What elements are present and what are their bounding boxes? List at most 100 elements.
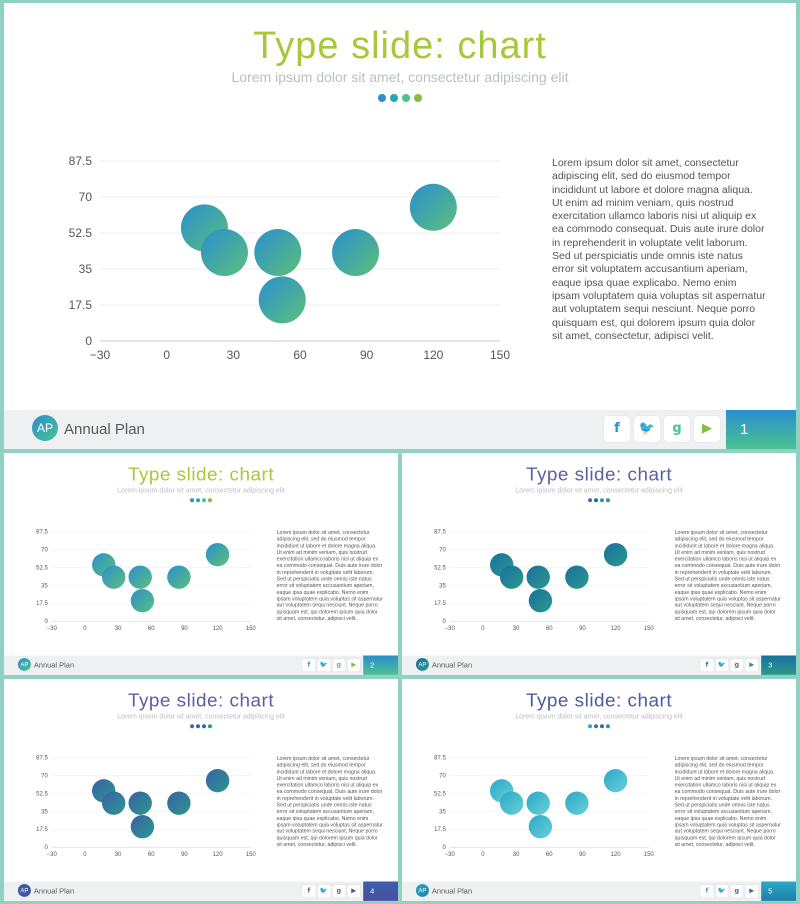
body-paragraph: Lorem ipsum dolor sit amet, consectetur … <box>552 157 766 342</box>
dot-decoration <box>202 724 206 729</box>
facebook-icon[interactable]: f <box>302 884 316 898</box>
x-tick-label: 30 <box>227 348 241 362</box>
slide-4-thumbnail[interactable]: Type slide: chart Lorem ipsum dolor sit a… <box>4 679 398 901</box>
slide-title: Type slide: chart <box>253 25 547 67</box>
logo-badge: AP <box>415 657 429 671</box>
slide-subtitle: Lorem ipsum dolor sit amet, consectetur … <box>117 485 285 494</box>
facebook-icon[interactable]: f <box>700 658 714 672</box>
slide-title: Type slide: chart <box>127 463 275 485</box>
slide-3-thumbnail[interactable]: Type slide: chart Lorem ipsum dolor sit a… <box>402 453 796 675</box>
footer-bar: AP Annual Plan f 🐦 g ▶ 4 <box>4 881 398 901</box>
bubble-chart: 0 17.5 35 52.5 70 87.5 −30 0 30 60 90 120 150 <box>28 526 257 635</box>
x-tick-label: −30 <box>47 626 58 632</box>
data-point-bubble <box>128 791 152 815</box>
page-number: 1 <box>726 410 796 449</box>
twitter-icon[interactable]: 🐦 <box>317 884 331 898</box>
dot-decoration <box>207 498 212 503</box>
google-plus-icon[interactable]: g <box>332 658 346 672</box>
x-tick-label: 30 <box>513 626 520 632</box>
slide-subtitle: Lorem ipsum dolor sit amet, consectetur … <box>117 711 285 720</box>
x-tick-label: 150 <box>490 348 510 362</box>
page-number: 4 <box>363 881 398 901</box>
x-tick-label: 150 <box>246 852 257 858</box>
slide-1[interactable]: Type slide: chart Lorem ipsum dolor sit a… <box>4 3 796 449</box>
youtube-icon[interactable]: ▶ <box>694 416 720 442</box>
x-tick-label: 30 <box>513 852 520 858</box>
y-tick-label: 52.5 <box>434 791 446 797</box>
y-tick-label: 0 <box>442 619 446 625</box>
data-point-bubble <box>101 791 126 815</box>
y-tick-label: 87.5 <box>36 756 48 762</box>
body-paragraph: Lorem ipsum dolor sit amet, consectetur … <box>674 529 781 622</box>
x-tick-label: 0 <box>481 626 485 632</box>
logo-badge: AP <box>17 657 31 671</box>
data-point-bubble <box>565 565 589 589</box>
y-tick-label: 70 <box>41 548 48 554</box>
youtube-icon[interactable]: ▶ <box>347 658 361 672</box>
data-point-bubble <box>332 229 380 277</box>
twitter-icon[interactable]: 🐦 <box>715 658 729 672</box>
google-plus-icon[interactable]: g <box>730 884 744 898</box>
y-tick-label: 87.5 <box>36 530 48 536</box>
slide-2-thumbnail[interactable]: Type slide: chart Lorem ipsum dolor sit a… <box>4 453 398 675</box>
y-tick-label: 70 <box>41 774 48 780</box>
y-tick-label: 35 <box>79 262 93 276</box>
footer-label: Annual Plan <box>64 421 145 438</box>
x-tick-label: 150 <box>644 852 655 858</box>
data-point-bubble <box>130 814 155 839</box>
data-point-bubble <box>167 565 191 589</box>
slide-subtitle: Lorem ipsum dolor sit amet, consectetur … <box>515 711 683 720</box>
bubble-chart: 0 17.5 35 52.5 70 87.5 −30 0 30 60 90 120 150 <box>28 752 257 861</box>
dot-decoration <box>594 724 599 729</box>
google-plus-icon[interactable]: g <box>332 884 346 898</box>
youtube-icon[interactable]: ▶ <box>745 658 759 672</box>
y-tick-label: 0 <box>442 845 446 851</box>
data-point-bubble <box>603 768 628 793</box>
x-tick-label: 60 <box>148 852 155 858</box>
data-point-bubble <box>200 229 248 277</box>
y-tick-label: 87.5 <box>434 530 446 536</box>
body-paragraph: Lorem ipsum dolor sit amet, consectetur … <box>276 755 383 848</box>
x-tick-label: 0 <box>163 348 170 362</box>
twitter-icon[interactable]: 🐦 <box>634 416 660 442</box>
decorative-dots <box>402 724 796 729</box>
google-plus-icon[interactable]: g <box>730 658 744 672</box>
facebook-icon[interactable]: f <box>604 416 630 442</box>
google-plus-icon[interactable]: g <box>664 416 690 442</box>
y-tick-label: 17.5 <box>36 601 48 607</box>
page-number: 2 <box>363 655 398 675</box>
x-tick-label: 90 <box>181 852 188 858</box>
facebook-icon[interactable]: f <box>302 658 316 672</box>
dot-decoration <box>190 724 195 729</box>
dot-decoration <box>588 724 593 729</box>
social-buttons: f 🐦 g ▶ <box>700 884 761 898</box>
data-point-bubble <box>167 791 191 815</box>
y-tick-label: 0 <box>85 334 92 348</box>
slide-title: Type slide: chart <box>525 463 673 485</box>
youtube-icon[interactable]: ▶ <box>347 884 361 898</box>
decorative-dots <box>4 94 796 102</box>
social-buttons: f 🐦 g ▶ <box>700 658 761 672</box>
footer-label: Annual Plan <box>33 886 75 896</box>
x-tick-label: 0 <box>481 852 485 858</box>
dot-decoration <box>600 498 604 503</box>
y-tick-label: 52.5 <box>69 226 93 240</box>
x-tick-label: 90 <box>360 348 374 362</box>
x-tick-label: 120 <box>213 626 224 632</box>
data-point-bubble <box>499 791 524 815</box>
data-point-bubble <box>528 814 553 839</box>
dot-decoration <box>588 498 593 503</box>
facebook-icon[interactable]: f <box>700 884 714 898</box>
y-tick-label: 17.5 <box>69 298 93 312</box>
twitter-icon[interactable]: 🐦 <box>317 658 331 672</box>
slide-subtitle: Lorem ipsum dolor sit amet, consectetur … <box>515 485 683 494</box>
dot-decoration <box>594 498 599 503</box>
page-number: 3 <box>761 655 796 675</box>
twitter-icon[interactable]: 🐦 <box>715 884 729 898</box>
x-tick-label: 0 <box>83 852 87 858</box>
slide-5-thumbnail[interactable]: Type slide: chart Lorem ipsum dolor sit a… <box>402 679 796 901</box>
youtube-icon[interactable]: ▶ <box>745 884 759 898</box>
x-tick-label: −30 <box>90 348 111 362</box>
y-tick-label: 35 <box>41 583 48 589</box>
